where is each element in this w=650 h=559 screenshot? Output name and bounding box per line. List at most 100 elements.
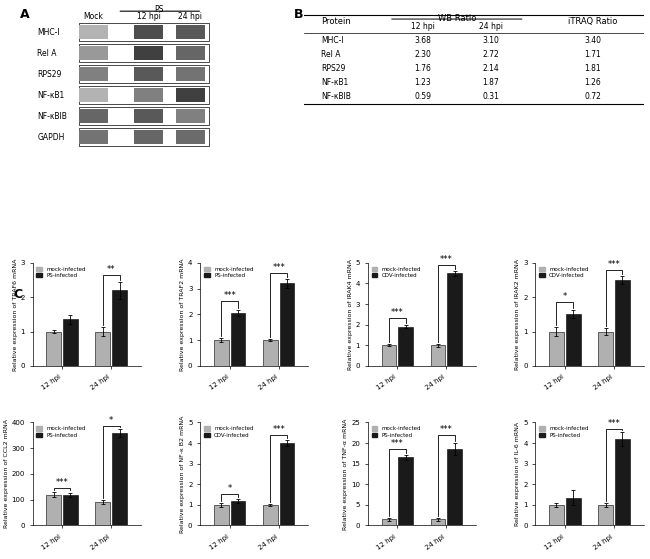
Text: RPS29: RPS29 — [321, 64, 345, 73]
Text: 24 hpi: 24 hpi — [479, 22, 502, 31]
Bar — [79, 65, 209, 83]
Text: 0.59: 0.59 — [414, 92, 432, 102]
Text: GAPDH: GAPDH — [37, 132, 65, 142]
Bar — [46, 331, 61, 366]
Text: 0.72: 0.72 — [584, 92, 601, 102]
Text: ***: *** — [440, 425, 453, 434]
Text: PS: PS — [154, 5, 163, 14]
Y-axis label: Relative expression of IRAK4 mRNA: Relative expression of IRAK4 mRNA — [348, 259, 353, 370]
Bar — [549, 331, 564, 366]
Bar — [112, 290, 127, 366]
Bar — [280, 443, 294, 525]
Bar — [176, 46, 205, 60]
Text: ***: *** — [391, 439, 404, 448]
Bar — [176, 25, 205, 39]
Bar — [398, 457, 413, 525]
Legend: mock-infected, PS-infected: mock-infected, PS-infected — [538, 425, 590, 439]
Text: NF-κB1: NF-κB1 — [37, 91, 64, 100]
Bar — [79, 87, 209, 104]
Text: ***: *** — [223, 291, 236, 300]
Bar — [112, 433, 127, 525]
Bar — [566, 498, 580, 525]
Y-axis label: Relative expression of TRAF2 mRNA: Relative expression of TRAF2 mRNA — [180, 258, 185, 371]
Bar — [79, 109, 108, 123]
Text: A: A — [20, 8, 30, 21]
Y-axis label: Relative expression of CCL2 mRNA: Relative expression of CCL2 mRNA — [4, 419, 8, 528]
Bar — [447, 449, 462, 525]
Text: ***: *** — [56, 478, 68, 487]
Bar — [566, 314, 580, 366]
Y-axis label: Relative expression of NF-κ B2 mRNA: Relative expression of NF-κ B2 mRNA — [180, 415, 185, 533]
Bar — [382, 345, 396, 366]
Text: NF-κBIB: NF-κBIB — [321, 92, 351, 102]
Legend: mock-infected, PS-infected: mock-infected, PS-infected — [35, 425, 87, 439]
Text: MHC-I: MHC-I — [37, 28, 60, 37]
Text: Rel A: Rel A — [321, 50, 341, 59]
Bar — [176, 130, 205, 144]
Bar — [135, 67, 163, 81]
Bar — [135, 46, 163, 60]
Text: C: C — [13, 288, 22, 301]
Bar — [79, 107, 209, 125]
Bar — [63, 320, 78, 366]
Bar — [263, 505, 278, 525]
Bar — [214, 505, 229, 525]
Bar — [135, 88, 163, 102]
Text: WB Ratio: WB Ratio — [437, 13, 476, 23]
Bar — [549, 505, 564, 525]
Text: 1.81: 1.81 — [584, 64, 601, 73]
Text: ***: *** — [272, 263, 285, 272]
Text: ***: *** — [272, 425, 285, 434]
Bar — [96, 331, 110, 366]
Text: 0.31: 0.31 — [482, 92, 499, 102]
Text: ***: *** — [608, 260, 620, 269]
Bar — [135, 109, 163, 123]
Text: NF-κB1: NF-κB1 — [321, 78, 348, 87]
Bar — [79, 130, 108, 144]
Text: Protein: Protein — [321, 17, 351, 26]
Bar — [79, 25, 108, 39]
Y-axis label: Relative expression of IRAK2 mRNA: Relative expression of IRAK2 mRNA — [515, 259, 521, 370]
Text: ***: *** — [440, 255, 453, 264]
Bar — [615, 439, 630, 525]
Text: B: B — [294, 8, 304, 21]
Text: 3.68: 3.68 — [415, 36, 432, 45]
Bar — [263, 340, 278, 366]
Y-axis label: Relative expression of TRAF6 mRNA: Relative expression of TRAF6 mRNA — [12, 258, 18, 371]
Text: 1.26: 1.26 — [584, 78, 601, 87]
Text: 12 hpi: 12 hpi — [411, 22, 435, 31]
Text: NF-κBIB: NF-κBIB — [37, 112, 67, 121]
Bar — [79, 45, 209, 62]
Text: **: ** — [107, 265, 116, 274]
Text: 3.40: 3.40 — [584, 36, 601, 45]
Bar — [79, 67, 108, 81]
Text: 24 hpi: 24 hpi — [178, 12, 202, 21]
Text: RPS29: RPS29 — [37, 70, 62, 79]
Bar — [46, 495, 61, 525]
Text: *: * — [563, 292, 567, 301]
Legend: mock-infected, PS-infected: mock-infected, PS-infected — [203, 266, 255, 279]
Y-axis label: Relative expression of IL-6 mRNA: Relative expression of IL-6 mRNA — [515, 422, 521, 526]
Text: Rel A: Rel A — [37, 49, 57, 58]
Text: MHC-I: MHC-I — [321, 36, 344, 45]
Legend: mock-infected, CDV-infected: mock-infected, CDV-infected — [203, 425, 255, 439]
Text: 2.14: 2.14 — [482, 64, 499, 73]
Bar — [63, 495, 78, 525]
Y-axis label: Relative expression of TNF-α mRNA: Relative expression of TNF-α mRNA — [343, 418, 348, 530]
Bar — [176, 109, 205, 123]
Bar — [135, 25, 163, 39]
Bar — [615, 280, 630, 366]
Text: Mock: Mock — [83, 12, 103, 21]
Bar — [79, 23, 209, 41]
Text: 1.23: 1.23 — [415, 78, 431, 87]
Bar — [176, 67, 205, 81]
Legend: mock-infected, CDV-infected: mock-infected, CDV-infected — [370, 266, 422, 279]
Text: 1.76: 1.76 — [415, 64, 432, 73]
Bar — [214, 340, 229, 366]
Text: *: * — [109, 416, 113, 425]
Text: 2.72: 2.72 — [482, 50, 499, 59]
Bar — [135, 130, 163, 144]
Bar — [431, 345, 445, 366]
Text: ***: *** — [608, 419, 620, 428]
Bar — [96, 503, 110, 525]
